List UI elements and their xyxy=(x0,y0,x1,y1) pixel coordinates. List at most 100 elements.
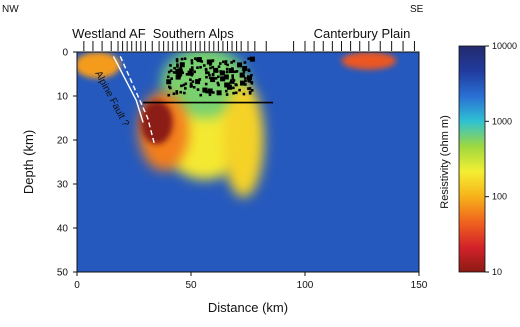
station-ticks xyxy=(83,41,415,51)
hypocenter-marker xyxy=(181,71,185,75)
hypocenter-marker xyxy=(211,65,215,69)
hypocenter-marker xyxy=(212,91,215,94)
hypocenter-marker xyxy=(232,86,235,90)
hypocenter-marker xyxy=(207,71,210,75)
nw-label: NW xyxy=(2,4,19,15)
hypocenter-marker xyxy=(231,81,235,84)
x-tick-label: 50 xyxy=(185,280,197,291)
hypocenter-marker xyxy=(180,57,184,61)
hypocenter-marker xyxy=(216,81,220,85)
hypocenter-marker xyxy=(177,68,183,74)
hypocenter-marker xyxy=(217,83,220,87)
hypocenter-marker xyxy=(234,83,237,86)
hypocenter-marker xyxy=(226,84,232,90)
hypocenter-marker xyxy=(169,86,172,90)
hypocenter-marker xyxy=(248,90,252,94)
hypocenter-marker xyxy=(226,63,229,67)
hypocenter-marker xyxy=(224,60,228,63)
hypocenter-marker xyxy=(229,79,233,82)
y-tick-label: 50 xyxy=(57,268,69,279)
hypocenter-marker xyxy=(202,87,208,93)
hypocenter-marker xyxy=(231,77,235,80)
hypocenter-marker xyxy=(191,68,194,72)
hypocenter-marker xyxy=(169,69,173,73)
hypocenter-marker xyxy=(172,92,176,96)
hypocenter-marker xyxy=(222,71,226,74)
hypocenter-marker xyxy=(232,79,236,82)
region-label: Westland AF xyxy=(72,26,146,41)
hypocenter-marker xyxy=(244,79,247,83)
region-label: Canterbury Plain xyxy=(314,26,411,41)
hypocenter-marker xyxy=(167,93,171,97)
hypocenter-marker xyxy=(250,81,254,85)
hypocenter-marker xyxy=(232,91,235,95)
hypocenter-marker xyxy=(242,65,248,71)
hypocenter-marker xyxy=(176,63,179,67)
hypocenter-marker xyxy=(191,80,195,83)
region-label: Southern Alps xyxy=(153,26,234,41)
colorbar xyxy=(458,45,486,273)
hypocenter-marker xyxy=(211,59,214,63)
hypocenter-marker xyxy=(216,75,220,79)
y-tick-label: 40 xyxy=(57,224,69,235)
hypocenter-marker xyxy=(240,80,246,86)
hypocenter-marker xyxy=(190,61,194,65)
hypocenter-marker xyxy=(238,88,241,92)
hypocenter-marker xyxy=(216,90,222,96)
resistivity-anomaly xyxy=(77,52,121,79)
hypocenter-marker xyxy=(238,63,241,67)
hypocenter-marker xyxy=(250,73,253,77)
hypocenter-marker xyxy=(196,66,199,69)
hypocenter-marker xyxy=(208,73,211,77)
y-tick-label: 20 xyxy=(57,136,69,147)
hypocenter-marker xyxy=(244,77,247,80)
hypocenter-marker xyxy=(243,61,247,64)
x-tick-label: 150 xyxy=(411,280,428,291)
hypocenter-marker xyxy=(248,87,252,90)
hypocenter-marker xyxy=(247,79,250,83)
x-axis: 0 50 100 150 xyxy=(74,272,428,291)
hypocenter-marker xyxy=(224,62,227,65)
fault-lines xyxy=(112,56,156,145)
hypocenter-marker xyxy=(196,57,202,63)
hypocenter-marker xyxy=(247,87,250,90)
hypocenter-marker xyxy=(223,74,229,80)
hypocenter-marker xyxy=(189,78,192,82)
hypocenter-marker xyxy=(225,70,229,74)
hypocenter-marker xyxy=(217,65,221,68)
y-tick-label: 10 xyxy=(57,92,69,103)
hypocenter-marker xyxy=(175,91,179,95)
hypocenter-marker xyxy=(204,82,208,86)
y-axis: 0 10 20 30 40 50 xyxy=(57,48,77,279)
hypocenter-marker xyxy=(229,81,233,84)
colorbar-tick-label: 10000 xyxy=(492,41,517,51)
hypocenter-marker xyxy=(219,70,222,73)
hypocenter-marker xyxy=(234,91,238,95)
hypocenter-marker xyxy=(207,88,213,94)
hypocenter-marker xyxy=(185,72,189,76)
hypocenter-marker xyxy=(220,76,226,82)
hypocenter-marker xyxy=(166,79,172,85)
hypocenter-marker xyxy=(209,66,212,70)
hypocenter-marker xyxy=(192,85,196,89)
colorbar-tick-label: 10 xyxy=(492,267,502,277)
x-axis-title: Distance (km) xyxy=(208,300,288,315)
hypocenter-marker xyxy=(193,70,196,74)
colorbar-ticks: 10 100 1000 10000 xyxy=(485,41,517,277)
hypocenter-marker xyxy=(233,70,237,74)
y-axis-title: Depth (km) xyxy=(21,130,36,194)
hypocenter-marker xyxy=(183,91,186,95)
hypocenter-marker xyxy=(250,89,254,92)
hypocenter-marker xyxy=(175,58,179,61)
hypocenter-marker xyxy=(195,79,201,85)
hypocenter-marker xyxy=(213,67,219,73)
hypocenter-marker xyxy=(247,57,251,60)
hypocenter-marker xyxy=(167,70,171,74)
hypocenter-marker xyxy=(182,83,186,87)
hypocenter-marker xyxy=(189,68,192,72)
resistivity-anomaly xyxy=(222,82,264,198)
hypocenter-marker xyxy=(180,84,183,88)
y-tick-label: 0 xyxy=(62,48,68,59)
hypocenter-marker xyxy=(184,82,188,86)
x-tick-label: 100 xyxy=(297,280,314,291)
